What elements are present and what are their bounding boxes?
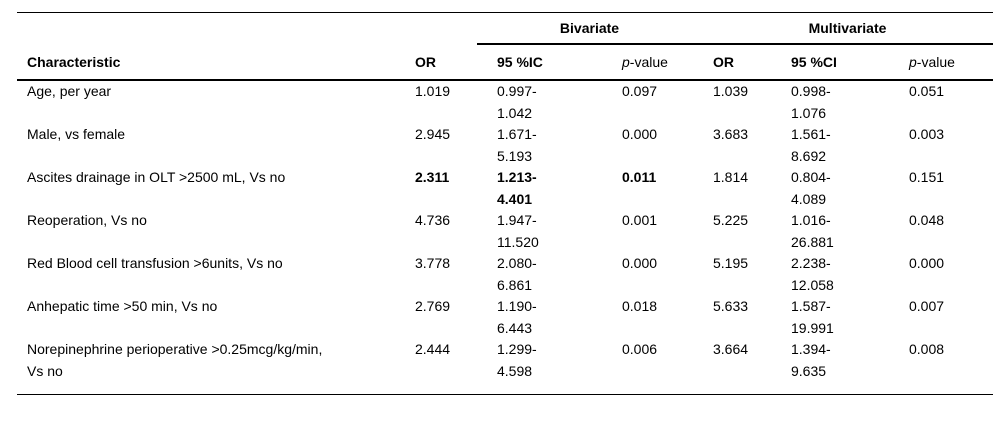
cell-multivariate-or: 1.814 xyxy=(713,169,749,185)
cell-bivariate-ci: 1.299- 4.598 xyxy=(497,341,537,379)
cell-multivariate-ci: 1.561- 8.692 xyxy=(791,126,831,164)
group-header-bivariate: Bivariate xyxy=(477,12,702,45)
cell-characteristic: Male, vs female xyxy=(27,126,126,142)
column-header-row: Characteristic OR 95 %IC p-value OR 95 %… xyxy=(17,44,993,81)
cell-bivariate-ci: 1.947- 11.520 xyxy=(497,212,539,250)
cell-multivariate-ci: 1.587- 19.991 xyxy=(791,298,834,336)
cell-multivariate-pvalue: 0.051 xyxy=(909,83,945,99)
pvalue-suffix: -value xyxy=(916,54,955,70)
cell-bivariate-pvalue: 0.006 xyxy=(622,341,658,357)
cell-multivariate-or: 5.225 xyxy=(713,212,749,228)
cell-characteristic: Norepinephrine perioperative >0.25mcg/kg… xyxy=(27,341,323,379)
cell-bivariate-or: 3.778 xyxy=(415,255,451,271)
cell-bivariate-or: 4.736 xyxy=(415,212,451,228)
cell-bivariate-pvalue: 0.000 xyxy=(622,255,658,271)
cell-bivariate-or: 2.945 xyxy=(415,126,451,142)
cell-multivariate-or: 5.195 xyxy=(713,255,749,271)
pvalue-italic-p: p xyxy=(622,54,630,70)
group-header-multivariate: Multivariate xyxy=(702,12,993,45)
col-header-bivariate-ci: 95 %IC xyxy=(477,44,612,81)
cell-multivariate-pvalue: 0.151 xyxy=(909,169,945,185)
cell-multivariate-pvalue: 0.000 xyxy=(909,255,945,271)
cell-multivariate-or: 3.664 xyxy=(713,341,749,357)
cell-multivariate-ci: 0.804- 4.089 xyxy=(791,169,831,207)
cell-multivariate-pvalue: 0.007 xyxy=(909,298,945,314)
cell-bivariate-pvalue: 0.000 xyxy=(622,126,658,142)
cell-multivariate-ci: 2.238- 12.058 xyxy=(791,255,834,293)
cell-multivariate-or: 1.039 xyxy=(713,83,749,99)
col-header-bivariate-or: OR xyxy=(407,44,477,81)
cell-bivariate-ci: 2.080- 6.861 xyxy=(497,255,537,293)
table-row: Norepinephrine perioperative >0.25mcg/kg… xyxy=(17,339,993,395)
cell-bivariate-ci: 0.997- 1.042 xyxy=(497,83,537,121)
cell-bivariate-pvalue: 0.011 xyxy=(622,169,657,185)
cell-multivariate-ci: 1.016- 26.881 xyxy=(791,212,834,250)
results-table: Bivariate Multivariate Characteristic OR… xyxy=(17,12,993,395)
table-row: Age, per year 1.019 0.997- 1.042 0.097 1… xyxy=(17,80,993,124)
cell-multivariate-pvalue: 0.003 xyxy=(909,126,945,142)
cell-multivariate-or: 5.633 xyxy=(713,298,749,314)
cell-bivariate-ci: 1.671- 5.193 xyxy=(497,126,537,164)
cell-characteristic: Age, per year xyxy=(27,83,112,99)
pvalue-suffix: -value xyxy=(629,54,668,70)
table-row: Male, vs female 2.945 1.671- 5.193 0.000… xyxy=(17,124,993,167)
cell-bivariate-pvalue: 0.001 xyxy=(622,212,658,228)
cell-characteristic: Reoperation, Vs no xyxy=(27,212,147,228)
pvalue-italic-p: p xyxy=(909,54,917,70)
cell-multivariate-or: 3.683 xyxy=(713,126,749,142)
cell-bivariate-ci: 1.190- 6.443 xyxy=(497,298,537,336)
cell-bivariate-or: 1.019 xyxy=(415,83,451,99)
col-header-bivariate-pvalue: p-value xyxy=(612,44,702,81)
cell-bivariate-ci: 1.213- 4.401 xyxy=(497,169,537,207)
cell-bivariate-or: 2.444 xyxy=(415,341,451,357)
table-row: Reoperation, Vs no 4.736 1.947- 11.520 0… xyxy=(17,210,993,253)
cell-bivariate-or: 2.311 xyxy=(415,169,450,185)
table-row: Ascites drainage in OLT >2500 mL, Vs no … xyxy=(17,167,993,210)
col-header-multivariate-ci: 95 %CI xyxy=(781,44,899,81)
cell-multivariate-pvalue: 0.008 xyxy=(909,341,945,357)
col-header-multivariate-or: OR xyxy=(702,44,781,81)
table-row: Anhepatic time >50 min, Vs no 2.769 1.19… xyxy=(17,296,993,339)
cell-characteristic: Red Blood cell transfusion >6units, Vs n… xyxy=(27,255,283,271)
cell-multivariate-ci: 1.394- 9.635 xyxy=(791,341,831,379)
group-header-row: Bivariate Multivariate xyxy=(17,12,993,45)
cell-bivariate-or: 2.769 xyxy=(415,298,451,314)
cell-bivariate-pvalue: 0.097 xyxy=(622,83,658,99)
col-header-characteristic: Characteristic xyxy=(17,44,407,81)
cell-characteristic: Ascites drainage in OLT >2500 mL, Vs no xyxy=(27,169,286,185)
group-header-spacer xyxy=(17,13,477,45)
cell-multivariate-pvalue: 0.048 xyxy=(909,212,945,228)
cell-multivariate-ci: 0.998- 1.076 xyxy=(791,83,831,121)
cell-characteristic: Anhepatic time >50 min, Vs no xyxy=(27,298,218,314)
col-header-multivariate-pvalue: p-value xyxy=(899,44,993,81)
cell-bivariate-pvalue: 0.018 xyxy=(622,298,658,314)
table-row: Red Blood cell transfusion >6units, Vs n… xyxy=(17,253,993,296)
